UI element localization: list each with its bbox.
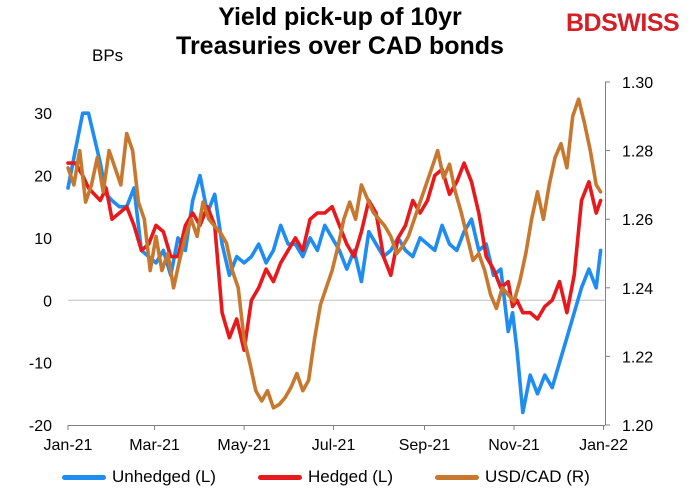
left-axis-unit-label: BPs <box>92 46 124 65</box>
left-tick-label: -10 <box>29 356 52 373</box>
logo-swiss: SWISS <box>601 9 680 37</box>
x-tick-label: Jul-21 <box>312 437 356 454</box>
chart-title: Yield pick-up of 10yr Treasuries over CA… <box>120 3 560 61</box>
right-tick-label: 1.26 <box>622 212 653 229</box>
left-tick-label: 0 <box>43 293 52 310</box>
chart-title-line-1: Yield pick-up of 10yr <box>218 3 462 31</box>
legend-label: Hedged (L) <box>308 467 394 486</box>
legend-swatch <box>258 474 302 480</box>
x-tick-label: Mar-21 <box>129 437 180 454</box>
left-tick-label: 30 <box>34 106 52 123</box>
x-tick-label: Jan-22 <box>579 437 628 454</box>
series-line-usdcad <box>66 97 603 410</box>
legend: Unhedged (L) Hedged (L) USD/CAD (R) <box>0 467 700 495</box>
right-tick-label: 1.30 <box>622 75 653 92</box>
legend-item-hedged: Hedged (L) <box>258 467 393 487</box>
right-tick-label: 1.20 <box>622 418 653 435</box>
legend-label: Unhedged (L) <box>112 467 216 486</box>
left-tick-label: -20 <box>29 418 52 435</box>
legend-item-usdcad: USD/CAD (R) <box>435 467 590 487</box>
legend-swatch <box>435 474 479 480</box>
right-tick-label: 1.24 <box>622 281 653 298</box>
x-tick-label: Nov-21 <box>488 437 540 454</box>
x-tick-label: Sep-21 <box>399 437 451 454</box>
legend-label: USD/CAD (R) <box>485 467 590 486</box>
chart-title-line-2: Treasuries over CAD bonds <box>176 32 504 60</box>
x-tick-label: Jan-21 <box>44 437 93 454</box>
left-tick-label: 20 <box>34 169 52 186</box>
legend-swatch <box>62 474 106 480</box>
left-tick-label: 10 <box>34 231 52 248</box>
x-tick-label: May-21 <box>217 437 270 454</box>
bdswiss-logo: BDSWISS <box>566 9 680 38</box>
series-line-hedged <box>66 161 603 353</box>
logo-bd: BD <box>566 9 602 37</box>
right-tick-label: 1.22 <box>622 349 653 366</box>
legend-item-unhedged: Unhedged (L) <box>62 467 216 487</box>
right-tick-label: 1.28 <box>622 144 653 161</box>
